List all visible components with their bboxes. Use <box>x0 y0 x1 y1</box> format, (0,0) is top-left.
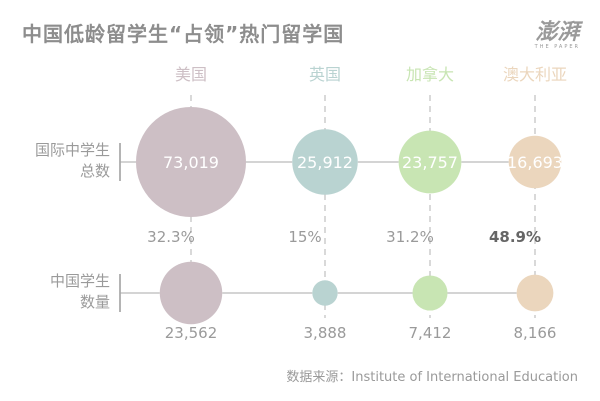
row-label-total: 国际中学生 总数 <box>18 140 110 182</box>
chinese-value-label-0: 23,562 <box>165 324 218 342</box>
chinese-bubble-1 <box>312 280 338 306</box>
chinese-bubble-3 <box>516 274 554 312</box>
total-bubble-3 <box>508 135 562 189</box>
chinese-bubble-2 <box>412 275 448 311</box>
data-source: 数据来源：Institute of International Educatio… <box>286 370 578 385</box>
category-label-1: 英国 <box>309 65 341 84</box>
logo-text: 澎湃 <box>535 19 580 45</box>
chinese-value-label-2: 7,412 <box>409 324 452 342</box>
total-bubble-0 <box>136 107 246 217</box>
category-label-0: 美国 <box>175 65 207 84</box>
percentage-label-3: 48.9% <box>489 228 541 246</box>
total-value-label-1: 25,912 <box>297 153 353 172</box>
row-label-chinese: 中国学生 数量 <box>18 271 110 313</box>
logo-subtext: THE PAPER <box>534 44 580 50</box>
chinese-value-label-1: 3,888 <box>304 324 347 342</box>
total-bubble-1 <box>292 129 358 195</box>
total-value-label-2: 23,757 <box>402 153 458 172</box>
row-label-chinese-line2: 数量 <box>79 293 110 311</box>
percentage-label-0: 32.3% <box>147 228 195 246</box>
total-bubble-2 <box>398 130 462 194</box>
row-label-total-line1: 国际中学生 <box>34 141 110 159</box>
chart-title: 中国低龄留学生“占领”热门留学国 <box>22 22 345 46</box>
row-label-total-line2: 总数 <box>79 162 110 180</box>
total-value-label-0: 73,019 <box>163 153 219 172</box>
row-label-chinese-line1: 中国学生 <box>49 272 110 290</box>
chinese-value-label-3: 8,166 <box>514 324 557 342</box>
percentage-label-1: 15% <box>288 228 321 246</box>
the-paper-logo: 澎湃 THE PAPER <box>535 14 580 50</box>
percentage-label-2: 31.2% <box>386 228 434 246</box>
category-label-3: 澳大利亚 <box>503 65 567 84</box>
chinese-bubble-0 <box>159 261 223 325</box>
total-value-label-3: 16,693 <box>507 153 563 172</box>
category-label-2: 加拿大 <box>406 65 454 84</box>
